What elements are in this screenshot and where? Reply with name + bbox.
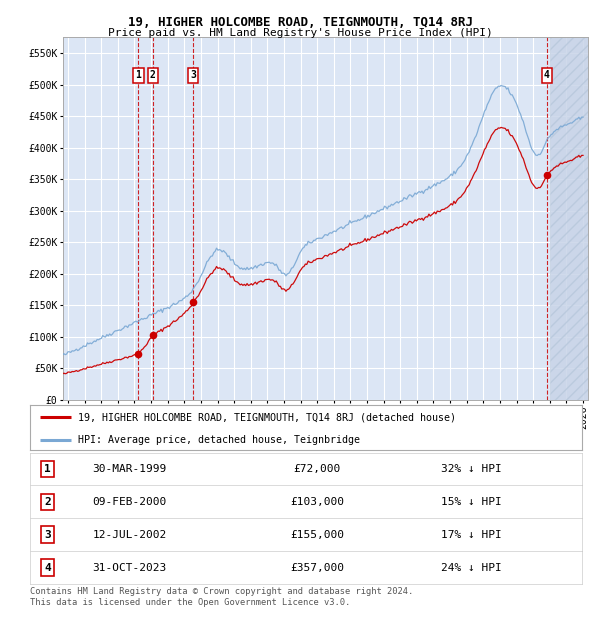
Text: 1: 1 <box>136 70 142 80</box>
Text: 17% ↓ HPI: 17% ↓ HPI <box>441 529 502 540</box>
Text: Contains HM Land Registry data © Crown copyright and database right 2024.
This d: Contains HM Land Registry data © Crown c… <box>30 587 413 606</box>
Text: 2: 2 <box>150 70 156 80</box>
Text: 30-MAR-1999: 30-MAR-1999 <box>92 464 166 474</box>
Text: £103,000: £103,000 <box>290 497 344 507</box>
Text: 09-FEB-2000: 09-FEB-2000 <box>92 497 166 507</box>
Text: 3: 3 <box>44 529 51 540</box>
Text: HPI: Average price, detached house, Teignbridge: HPI: Average price, detached house, Teig… <box>78 435 360 445</box>
Text: 3: 3 <box>190 70 196 80</box>
Text: 4: 4 <box>44 562 51 573</box>
Text: 32% ↓ HPI: 32% ↓ HPI <box>441 464 502 474</box>
Text: 24% ↓ HPI: 24% ↓ HPI <box>441 562 502 573</box>
Text: 31-OCT-2023: 31-OCT-2023 <box>92 562 166 573</box>
Text: £357,000: £357,000 <box>290 562 344 573</box>
Text: Price paid vs. HM Land Registry's House Price Index (HPI): Price paid vs. HM Land Registry's House … <box>107 28 493 38</box>
Text: 4: 4 <box>544 70 550 80</box>
Text: 19, HIGHER HOLCOMBE ROAD, TEIGNMOUTH, TQ14 8RJ: 19, HIGHER HOLCOMBE ROAD, TEIGNMOUTH, TQ… <box>128 16 473 29</box>
Text: 15% ↓ HPI: 15% ↓ HPI <box>441 497 502 507</box>
Text: 19, HIGHER HOLCOMBE ROAD, TEIGNMOUTH, TQ14 8RJ (detached house): 19, HIGHER HOLCOMBE ROAD, TEIGNMOUTH, TQ… <box>78 412 456 422</box>
Text: £155,000: £155,000 <box>290 529 344 540</box>
Bar <box>550 37 588 400</box>
Text: 2: 2 <box>44 497 51 507</box>
Text: £72,000: £72,000 <box>293 464 341 474</box>
Text: 1: 1 <box>44 464 51 474</box>
Text: 12-JUL-2002: 12-JUL-2002 <box>92 529 166 540</box>
